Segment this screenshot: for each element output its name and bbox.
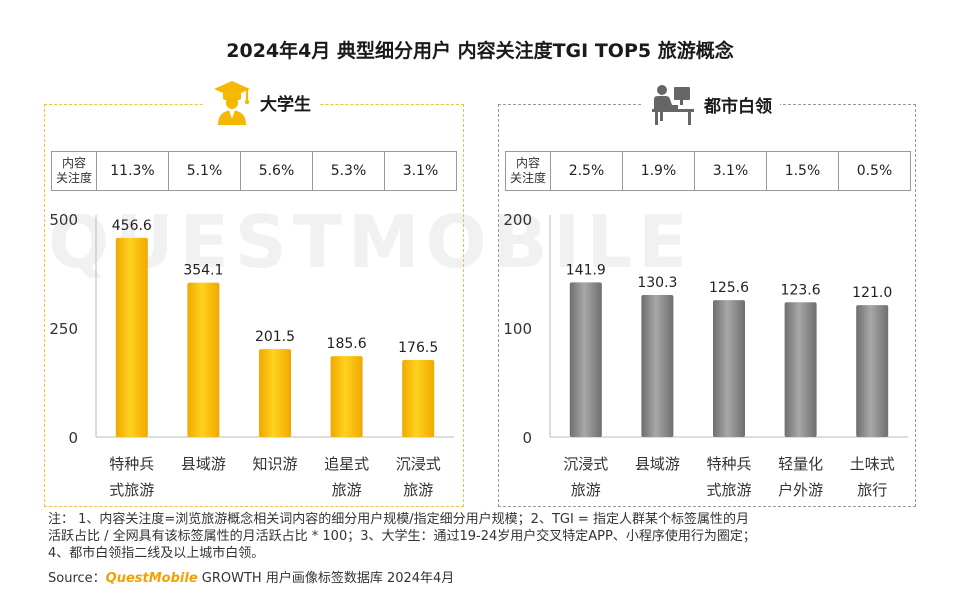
data-label: 125.6 [709,280,749,296]
x-tick-label: 旅游 [571,481,601,499]
x-tick-label: 沉浸式 [563,455,608,473]
data-label: 456.6 [112,218,152,234]
x-tick-label: 县域游 [181,455,226,473]
panel-office-workers-label: 都市白领 [704,96,772,117]
metric-cell: 5.6% [240,151,313,191]
x-tick-label: 特种兵 [109,455,154,473]
x-tick-label: 土味式 [850,455,895,473]
x-tick-label: 沉浸式 [396,455,441,473]
x-tick-label: 式旅游 [706,481,751,499]
x-tick-label: 旅游 [403,481,433,499]
data-label: 130.3 [637,275,677,291]
panel-office-workers-badge: 都市白领 [642,80,780,128]
x-tick-label: 县域游 [635,455,680,473]
bar [856,305,889,437]
watermark: QUESTMOBILE [48,200,694,284]
y-tick-label: 500 [49,211,78,229]
footnote-line: 活跃占比 / 全网具有该标签属性的月活跃占比 * 100；3、大学生：通过19-… [48,529,756,544]
metric-cell: 0.5% [838,151,911,191]
bar [259,349,291,437]
data-label: 121.0 [852,285,892,301]
data-label: 354.1 [183,263,223,279]
metric-cell: 1.5% [766,151,839,191]
x-tick-label: 户外游 [778,481,823,499]
metric-header: 内容 关注度 [505,151,551,191]
footnotes: 注： 1、内容关注度=浏览旅游概念相关词内容的细分用户规模/指定细分用户规模；2… [48,511,928,562]
office-metric-table: 内容 关注度 2.5% 1.9% 3.1% 1.5% 0.5% [505,151,911,191]
office-worker-icon [652,85,694,125]
source-brand: QuestMobile [105,571,198,586]
students-metric-table: 内容 关注度 11.3% 5.1% 5.6% 5.3% 3.1% [51,151,457,191]
footnote-line: 4、都市白领指二线及以上城市白领。 [48,546,265,561]
metric-header: 内容 关注度 [51,151,97,191]
graduate-icon [214,81,250,125]
metric-cell: 2.5% [550,151,623,191]
data-label: 123.6 [781,282,821,298]
x-tick-label: 旅行 [857,481,887,499]
bar [115,237,148,437]
x-tick-label: 轻量化 [778,455,823,473]
metric-cell: 5.1% [168,151,241,191]
metric-header-text: 内容 关注度 [509,156,546,185]
bar [784,302,817,437]
bar [402,360,435,437]
metric-header-text: 内容 关注度 [55,156,92,185]
x-tick-label: 追星式 [324,455,369,473]
metric-cell: 1.9% [622,151,695,191]
y-tick-label: 0 [68,429,78,447]
metric-cell: 3.1% [384,151,457,191]
metric-cell: 3.1% [694,151,767,191]
x-tick-label: 式旅游 [109,481,154,499]
bar [641,294,674,437]
bar [330,356,363,437]
x-tick-label: 旅游 [332,481,362,499]
source-prefix: Source： [48,571,106,586]
page-title: 2024年4月 典型细分用户 内容关注度TGI TOP5 旅游概念 [226,40,734,62]
source-line: Source：QuestMobile GROWTH 用户画像标签数据库 2024… [48,567,454,586]
y-tick-label: 100 [503,320,532,338]
panel-students-label: 大学生 [260,94,311,115]
panel-students-badge: 大学生 [204,76,319,128]
x-tick-label: 特种兵 [706,455,751,473]
x-tick-label: 知识游 [252,455,297,473]
footnote-line: 注： 1、内容关注度=浏览旅游概念相关词内容的细分用户规模/指定细分用户规模；2… [48,512,749,527]
y-tick-label: 250 [49,320,78,338]
bar [713,300,745,437]
data-label: 141.9 [566,262,606,278]
metric-cell: 5.3% [312,151,385,191]
data-label: 201.5 [255,329,295,345]
bar [569,282,602,437]
y-tick-label: 0 [522,429,532,447]
y-tick-label: 200 [503,211,532,229]
bar [187,282,220,437]
data-label: 176.5 [398,340,438,356]
data-label: 185.6 [327,336,367,352]
metric-cell: 11.3% [96,151,169,191]
source-text: GROWTH 用户画像标签数据库 2024年4月 [197,571,455,586]
